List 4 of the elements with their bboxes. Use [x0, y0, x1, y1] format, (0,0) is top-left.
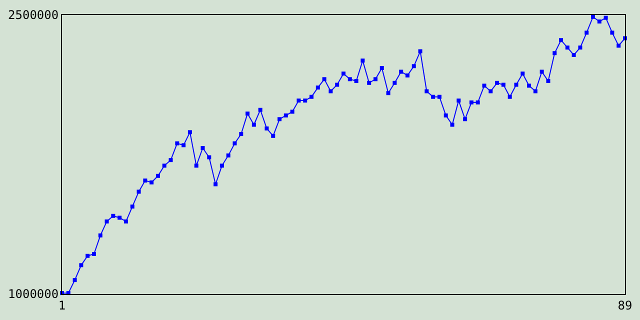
y-tick-label: 2500000: [8, 8, 59, 22]
x-tick-label: 89: [618, 298, 632, 312]
y-tick-label: 1000000: [8, 287, 59, 302]
x-tick-label: 1: [58, 298, 66, 312]
